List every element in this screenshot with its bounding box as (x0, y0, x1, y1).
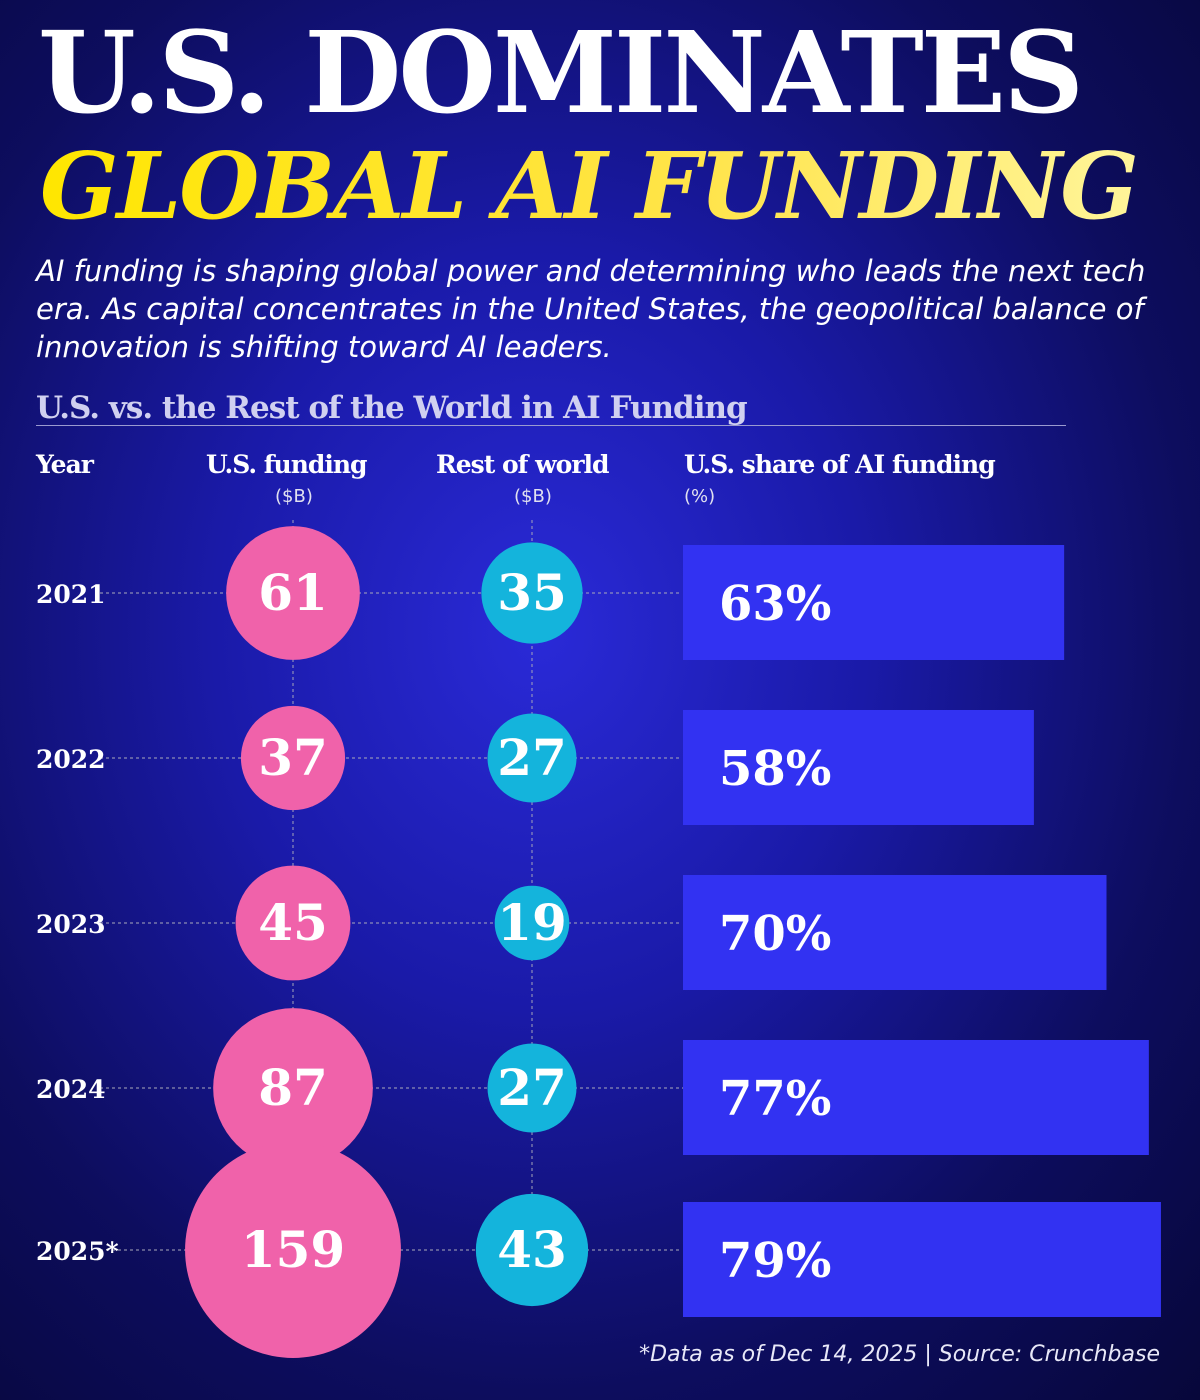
us-funding-label: 61 (258, 563, 328, 622)
us-share-label: 77% (719, 1071, 831, 1127)
row-funding-label: 19 (497, 893, 567, 952)
us-share-bar (683, 1202, 1161, 1317)
us-funding-label: 159 (241, 1220, 345, 1279)
us-share-label: 58% (719, 741, 831, 797)
year-label: 2025* (36, 1237, 119, 1266)
us-funding-bubble (213, 1008, 373, 1168)
us-share-bar (683, 875, 1107, 990)
subtitle: AI funding is shaping global power and d… (36, 254, 1146, 364)
row-funding-bubble (487, 1043, 577, 1133)
us-funding-label: 37 (258, 728, 328, 787)
header-row-unit: ($B) (514, 486, 552, 507)
header-us-unit: ($B) (275, 486, 313, 507)
header-rest-of-world: Rest of world (436, 450, 609, 479)
row-funding-bubble (487, 713, 577, 803)
us-share-label: 79% (719, 1233, 831, 1289)
row-funding-bubble (494, 885, 570, 961)
year-label: 2023 (36, 910, 106, 939)
year-label: 2021 (36, 580, 106, 609)
row-funding-label: 43 (497, 1220, 567, 1279)
us-share-label: 70% (719, 906, 831, 962)
us-share-label: 63% (719, 576, 831, 632)
us-share-bar (683, 1040, 1149, 1155)
footnote: *Data as of Dec 14, 2025 | Source: Crunc… (639, 1342, 1160, 1367)
us-funding-label: 87 (258, 1058, 328, 1117)
year-label: 2024 (36, 1075, 106, 1104)
us-funding-bubble (240, 705, 346, 811)
section-rule (36, 425, 1066, 426)
section-title: U.S. vs. the Rest of the World in AI Fun… (36, 390, 748, 426)
row-funding-label: 27 (497, 1058, 567, 1117)
us-share-bar (683, 710, 1034, 825)
row-funding-label: 27 (497, 728, 567, 787)
header-year: Year (36, 450, 94, 479)
row-funding-bubble (475, 1193, 589, 1307)
us-funding-bubble (185, 1142, 401, 1358)
us-share-bar (683, 545, 1065, 660)
us-funding-bubble (235, 865, 351, 981)
row-funding-label: 35 (497, 563, 567, 622)
us-funding-bubble (226, 526, 360, 660)
title-line-1: U.S. DOMINATES (38, 8, 1084, 139)
header-us-funding: U.S. funding (206, 450, 368, 479)
us-funding-label: 45 (258, 893, 328, 952)
row-funding-bubble (481, 542, 583, 644)
header-us-share: U.S. share of AI funding (684, 450, 996, 479)
year-label: 2022 (36, 745, 106, 774)
title-line-2: GLOBAL AI FUNDING (40, 132, 1139, 240)
header-share-unit: (%) (684, 486, 716, 507)
